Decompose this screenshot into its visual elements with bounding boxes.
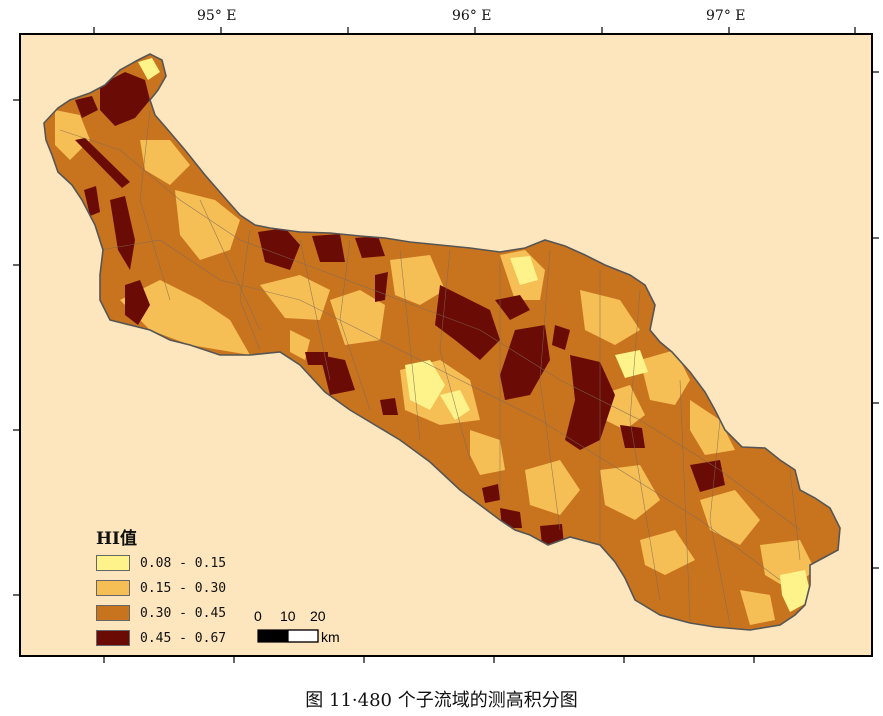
scale-tick-10: 10	[280, 608, 296, 624]
legend-swatch	[96, 580, 130, 596]
figure-caption: 图 11·480 个子流域的测高积分图	[305, 690, 578, 711]
lon-label-97: 97° E	[706, 8, 746, 24]
lon-label-96: 96° E	[452, 8, 492, 24]
legend-swatch	[96, 630, 130, 646]
legend-swatch	[96, 605, 130, 621]
legend-item: 0.08 - 0.15	[96, 554, 226, 572]
legend-title: HI值	[96, 529, 138, 549]
legend-label: 0.15 - 0.30	[140, 580, 227, 596]
legend-item: 0.30 - 0.45	[96, 604, 226, 622]
legend-label: 0.45 - 0.67	[140, 630, 227, 646]
legend-label: 0.08 - 0.15	[140, 555, 227, 571]
legend-item: 0.15 - 0.30	[96, 579, 226, 597]
lon-label-95: 95° E	[197, 8, 237, 24]
legend-swatch	[96, 555, 130, 571]
scale-unit: km	[321, 629, 340, 645]
legend-item: 0.45 - 0.67	[96, 629, 226, 647]
scale-tick-0: 0	[254, 608, 262, 624]
legend-label: 0.30 - 0.45	[140, 605, 227, 621]
scale-tick-20: 20	[310, 608, 326, 624]
